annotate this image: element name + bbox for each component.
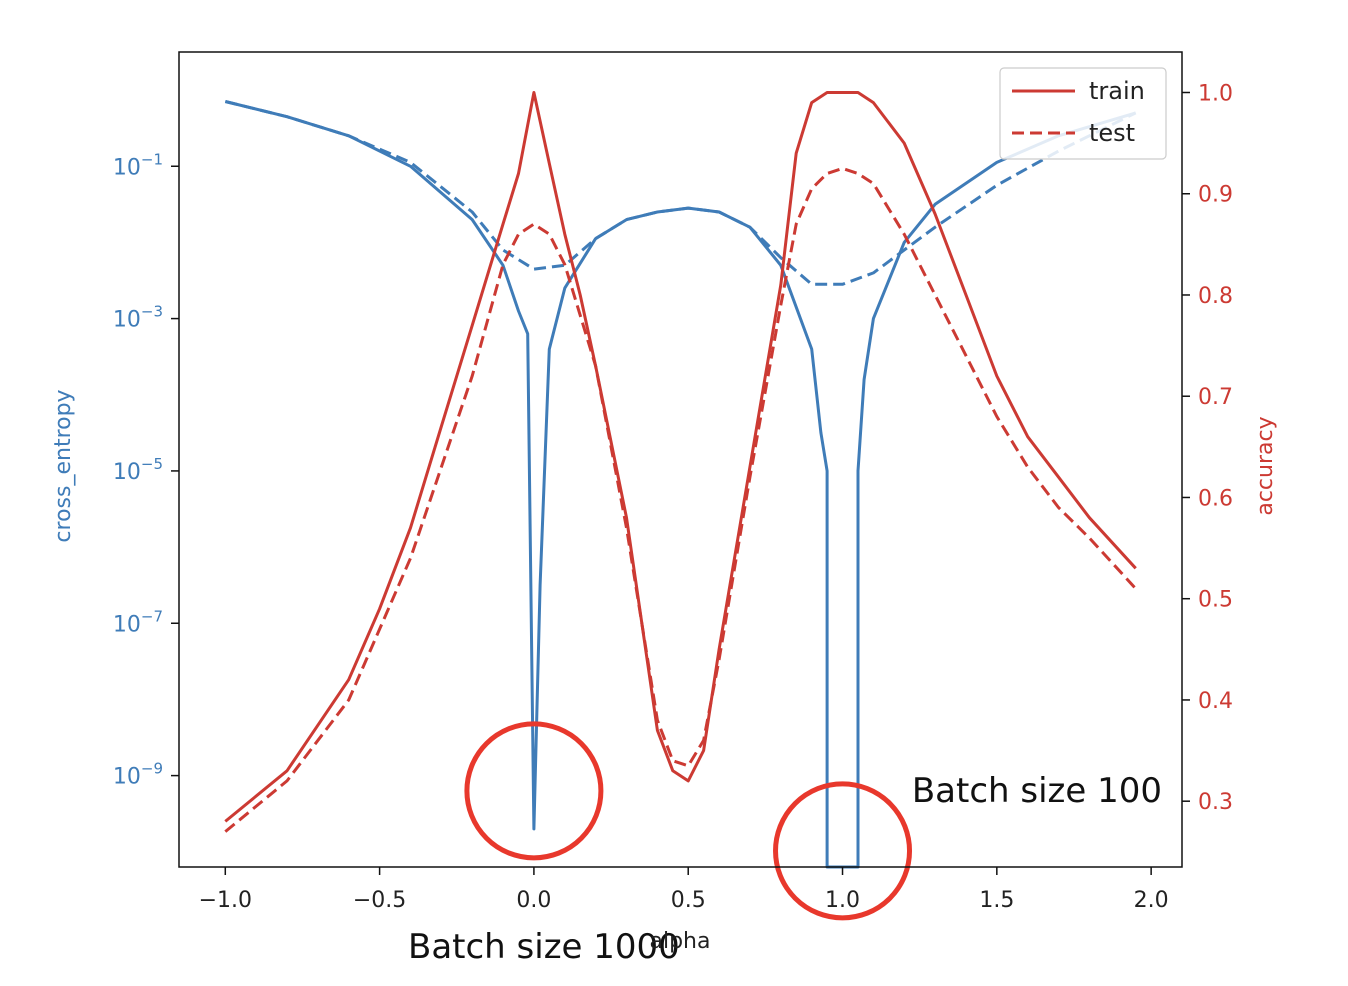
annotation-batch-100: Batch size 100 (912, 771, 1162, 811)
x-tick-label: 0.5 (671, 888, 706, 913)
x-tick-label: −1.0 (199, 888, 252, 913)
right-y-tick-label: 0.7 (1198, 385, 1233, 410)
right-y-tick-label: 0.9 (1198, 183, 1233, 208)
right-y-axis-ticks: 1.0 0.9 0.8 0.7 0.6 0.5 0.4 0.3 (1182, 81, 1233, 815)
annotation-layer: Batch size 1000 Batch size 100 (408, 721, 1162, 967)
x-axis-ticks: −1.0 −0.5 0.0 0.5 1.0 1.5 2.0 (199, 867, 1169, 913)
plot-frame (178, 51, 1183, 868)
right-y-axis-label: accuracy (1253, 416, 1278, 515)
left-y-axis-label: cross_entropy (51, 389, 76, 542)
x-axis-label: alpha (650, 929, 711, 954)
right-y-tick-label: 0.6 (1198, 486, 1233, 511)
x-tick-label: 1.5 (979, 888, 1014, 913)
left-y-tick-label: 10−3 (113, 303, 163, 333)
right-y-tick-label: 0.8 (1198, 284, 1233, 309)
x-tick-label: 0.0 (516, 888, 551, 913)
right-y-tick-label: 0.4 (1198, 689, 1233, 714)
x-tick-label: −0.5 (353, 888, 406, 913)
series-accuracy-test-line (224, 166, 1137, 833)
legend-label-train: train (1089, 77, 1145, 105)
left-y-tick-label: 10−7 (113, 607, 163, 637)
x-tick-label: 2.0 (1134, 888, 1169, 913)
highlight-circle-batch-100 (773, 781, 913, 921)
legend-label-test: test (1089, 119, 1135, 147)
legend: train test (999, 67, 1167, 160)
left-y-tick-label: 10−9 (113, 760, 163, 790)
annotation-batch-1000: Batch size 1000 (408, 927, 680, 967)
left-y-tick-label: 10−1 (113, 150, 163, 180)
left-y-axis-ticks: 10−1 10−3 10−5 10−7 10−9 (113, 150, 179, 790)
series-cross_entropy-test-line (224, 100, 1137, 286)
right-y-tick-label: 0.3 (1198, 790, 1233, 815)
right-y-tick-label: 1.0 (1198, 81, 1233, 106)
left-y-tick-label: 10−5 (113, 455, 163, 485)
series-cross_entropy-train-line (224, 100, 1137, 869)
right-y-tick-label: 0.5 (1198, 588, 1233, 613)
x-tick-label: 1.0 (825, 888, 860, 913)
highlight-circle-batch-1000 (464, 721, 604, 861)
series-layer (224, 91, 1137, 869)
series-accuracy-train-line (224, 91, 1137, 823)
